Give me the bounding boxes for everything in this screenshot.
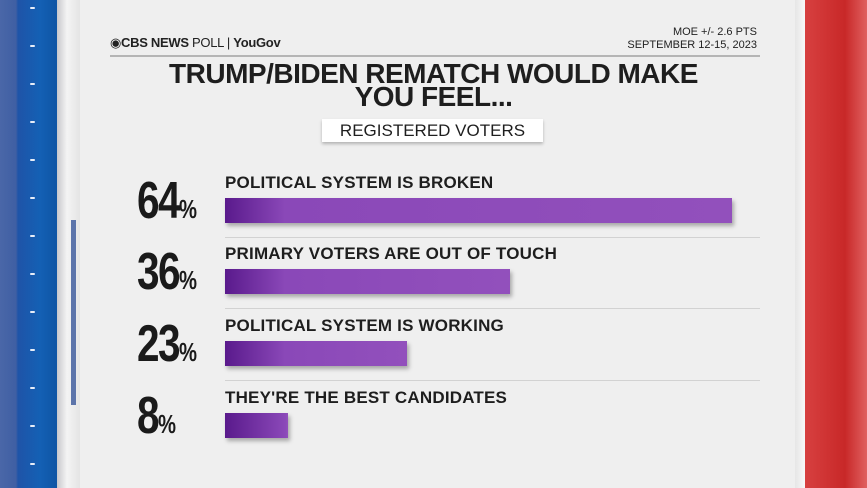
percent-sign: % xyxy=(157,409,177,439)
bar-value-label: 36% xyxy=(137,246,197,306)
poll-dates: SEPTEMBER 12-15, 2023 xyxy=(627,39,757,51)
band-tick xyxy=(30,45,35,47)
poll-info: MOE +/- 2.6 PTS SEPTEMBER 12-15, 2023 xyxy=(627,26,757,52)
category-label: THEY'RE THE BEST CANDIDATES xyxy=(225,388,508,407)
header-divider xyxy=(110,55,760,57)
category-label: POLITICAL SYSTEM IS WORKING xyxy=(225,316,504,335)
percent-sign: % xyxy=(178,194,198,224)
brand-text: CBS NEWS xyxy=(121,35,189,50)
chart-title: TRUMP/BIDEN REMATCH WOULD MAKE YOU FEEL.… xyxy=(169,58,698,112)
category-label: PRIMARY VOTERS ARE OUT OF TOUCH xyxy=(225,244,558,263)
bar xyxy=(225,413,289,438)
band-tick xyxy=(30,235,35,237)
percent-sign: % xyxy=(178,265,198,295)
band-tick xyxy=(30,83,35,85)
cbs-poll-logo: ◉CBS NEWS POLL | YouGov xyxy=(110,35,281,50)
band-tick xyxy=(30,425,35,427)
poll-text: POLL xyxy=(192,35,224,50)
value-number: 23 xyxy=(137,315,181,373)
band-tick xyxy=(30,273,35,275)
margin-of-error: MOE +/- 2.6 PTS xyxy=(672,26,757,38)
band-tick xyxy=(30,121,35,123)
left-frame-strip xyxy=(57,0,80,488)
partner-text: YouGov xyxy=(233,35,281,50)
value-number: 36 xyxy=(137,243,181,301)
band-tick xyxy=(30,197,35,199)
chart-subtitle: REGISTERED VOTERS xyxy=(322,119,543,142)
band-tick xyxy=(30,463,35,465)
band-tick xyxy=(30,311,35,313)
value-number: 64 xyxy=(137,172,181,230)
bar xyxy=(225,198,732,223)
left-accent-bar xyxy=(71,220,76,405)
value-number: 8 xyxy=(137,387,160,445)
category-label: POLITICAL SYSTEM IS BROKEN xyxy=(225,173,494,192)
bar-value-label: 23% xyxy=(137,318,197,378)
bar xyxy=(225,341,408,366)
row-divider xyxy=(225,308,760,309)
band-tick xyxy=(30,349,35,351)
right-frame-strip xyxy=(795,0,805,488)
bar-value-label: 8% xyxy=(137,390,176,450)
band-tick xyxy=(30,159,35,161)
chart-panel xyxy=(80,0,795,488)
percent-sign: % xyxy=(178,337,198,367)
right-red-band xyxy=(805,0,867,488)
row-divider xyxy=(225,237,760,238)
bar-value-label: 64% xyxy=(137,175,197,235)
row-divider xyxy=(225,380,760,381)
band-tick xyxy=(30,7,35,9)
bar xyxy=(225,269,511,294)
left-blue-band xyxy=(0,0,57,488)
band-tick xyxy=(30,387,35,389)
